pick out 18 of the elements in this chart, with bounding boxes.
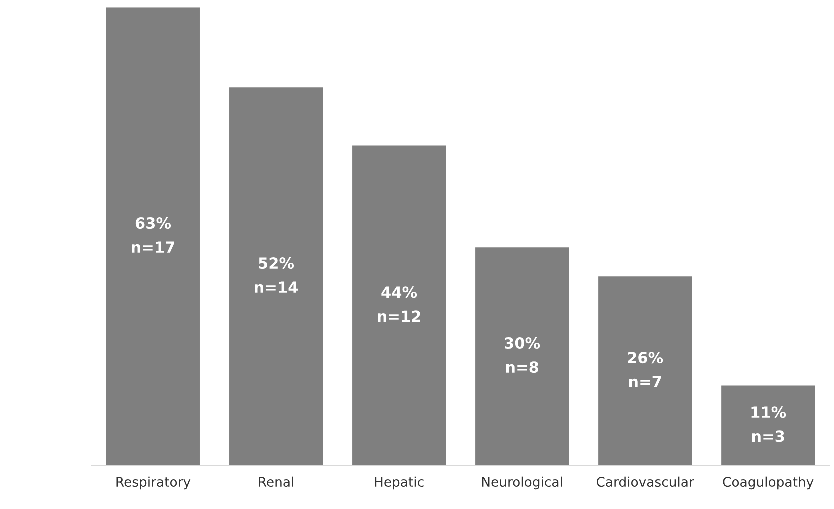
bar xyxy=(722,386,816,466)
x-tick-label: Hepatic xyxy=(375,476,424,490)
bar xyxy=(230,88,324,466)
x-tick-label: Coagulopathy xyxy=(723,476,814,490)
data-label: 63% n=17 xyxy=(132,218,174,253)
x-tick-label: Cardiovascular xyxy=(596,476,694,488)
x-tick-label: Respiratory xyxy=(116,476,191,490)
data-label: 44% n=12 xyxy=(378,286,420,322)
data-label: 11% n=3 xyxy=(752,406,786,442)
bar xyxy=(598,276,692,466)
x-tick-label: Renal xyxy=(259,476,294,488)
bar xyxy=(106,8,200,466)
bar xyxy=(352,146,446,466)
data-label: 26% n=7 xyxy=(628,352,664,388)
bar xyxy=(476,248,570,466)
x-tick-label: Neurological xyxy=(482,476,562,490)
data-label: 52% n=14 xyxy=(255,258,298,293)
data-label: 30% n=8 xyxy=(505,338,540,374)
